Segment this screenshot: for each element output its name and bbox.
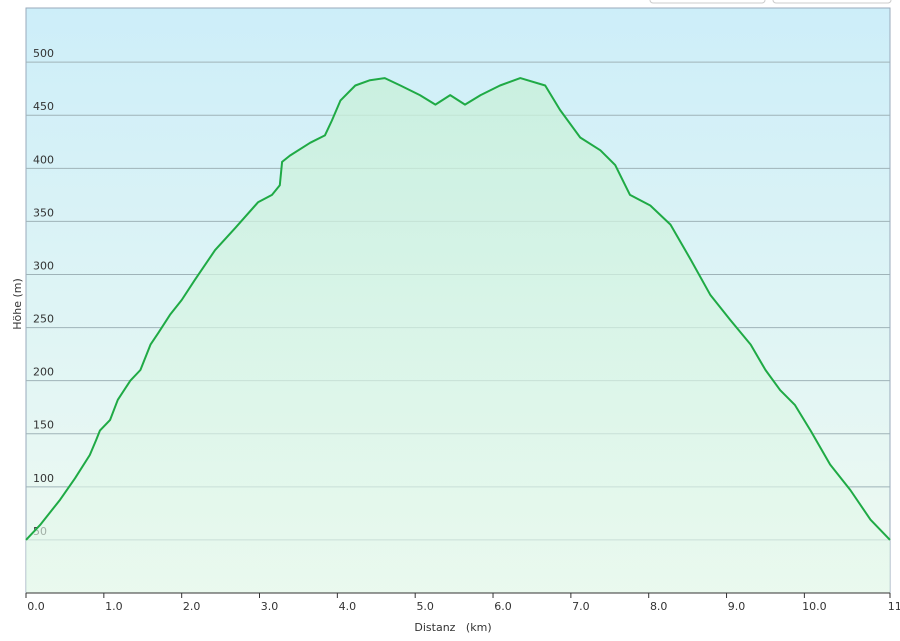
x-tick-label: 7.0	[572, 600, 590, 613]
x-tick-label: 10.0	[802, 600, 827, 613]
y-tick-label: 300	[33, 259, 54, 272]
x-tick-label: 8.0	[650, 600, 668, 613]
y-axis-label: Höhe (m)	[11, 278, 24, 330]
area	[26, 78, 890, 594]
y-tick-label: 150	[33, 419, 54, 432]
x-axis-label: Distanz (km)	[414, 621, 491, 634]
toolbar-button[interactable]	[649, 0, 766, 4]
x-tick-label: 2.0	[183, 600, 201, 613]
y-tick-label: 100	[33, 472, 54, 485]
x-tick-label: 5.0	[416, 600, 434, 613]
y-tick-label: 250	[33, 313, 54, 326]
toolbar-button[interactable]	[772, 0, 892, 4]
line	[25, 77, 891, 541]
y-tick-label: 200	[33, 366, 54, 379]
y-tick-label: 500	[33, 47, 54, 60]
x-tick-label: 3.0	[261, 600, 279, 613]
x-tick-label: 0.0	[27, 600, 45, 613]
x-tick-label: 1.0	[105, 600, 123, 613]
x-tick-label: 4.0	[339, 600, 357, 613]
y-tick-label: 450	[33, 100, 54, 113]
x-tick-label: 6.0	[494, 600, 512, 613]
x-tick-label: 11.1	[888, 600, 900, 613]
x-tick-label: 9.0	[728, 600, 746, 613]
y-tick-label: 350	[33, 206, 54, 219]
y-tick-label: 400	[33, 153, 54, 166]
